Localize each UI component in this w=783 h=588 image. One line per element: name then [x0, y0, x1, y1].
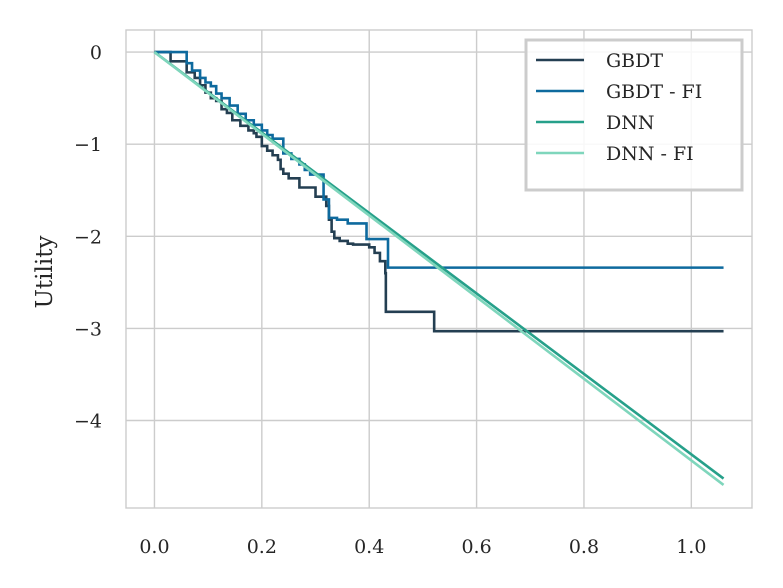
y-tick-label: −2	[74, 226, 102, 248]
legend-label: GBDT	[606, 50, 663, 72]
legend: GBDT GBDT - FI DNN DNN - FI	[524, 38, 744, 192]
x-tick-label: 0.6	[461, 536, 491, 558]
legend-label: DNN - FI	[606, 143, 694, 165]
legend-label: DNN	[606, 112, 654, 134]
plot-frame	[125, 29, 753, 509]
series-lines	[153, 50, 725, 487]
x-tick-label: 0.2	[247, 536, 277, 558]
plot-border	[125, 29, 753, 509]
y-axis-label: Utility	[32, 236, 58, 309]
y-tick-label: −3	[74, 318, 102, 340]
x-tick-label: 0.0	[139, 536, 169, 558]
y-tick-label: 0	[90, 42, 102, 64]
x-tick-label: 0.4	[354, 536, 384, 558]
legend-box	[524, 38, 744, 192]
y-tick-label: −4	[74, 411, 102, 433]
series-line-gbdt	[154, 50, 724, 333]
series-line-dnn-fi	[153, 51, 725, 487]
tick-labels: 0.0 0.2 0.4 0.6 0.8 1.0 0 −1 −2 −3 −4	[74, 42, 706, 558]
x-tick-label: 0.8	[569, 536, 599, 558]
y-tick-label: −1	[74, 134, 102, 156]
legend-label: GBDT - FI	[606, 81, 702, 103]
x-tick-label: 1.0	[676, 536, 706, 558]
series-line-gbdt-fi	[154, 50, 724, 269]
